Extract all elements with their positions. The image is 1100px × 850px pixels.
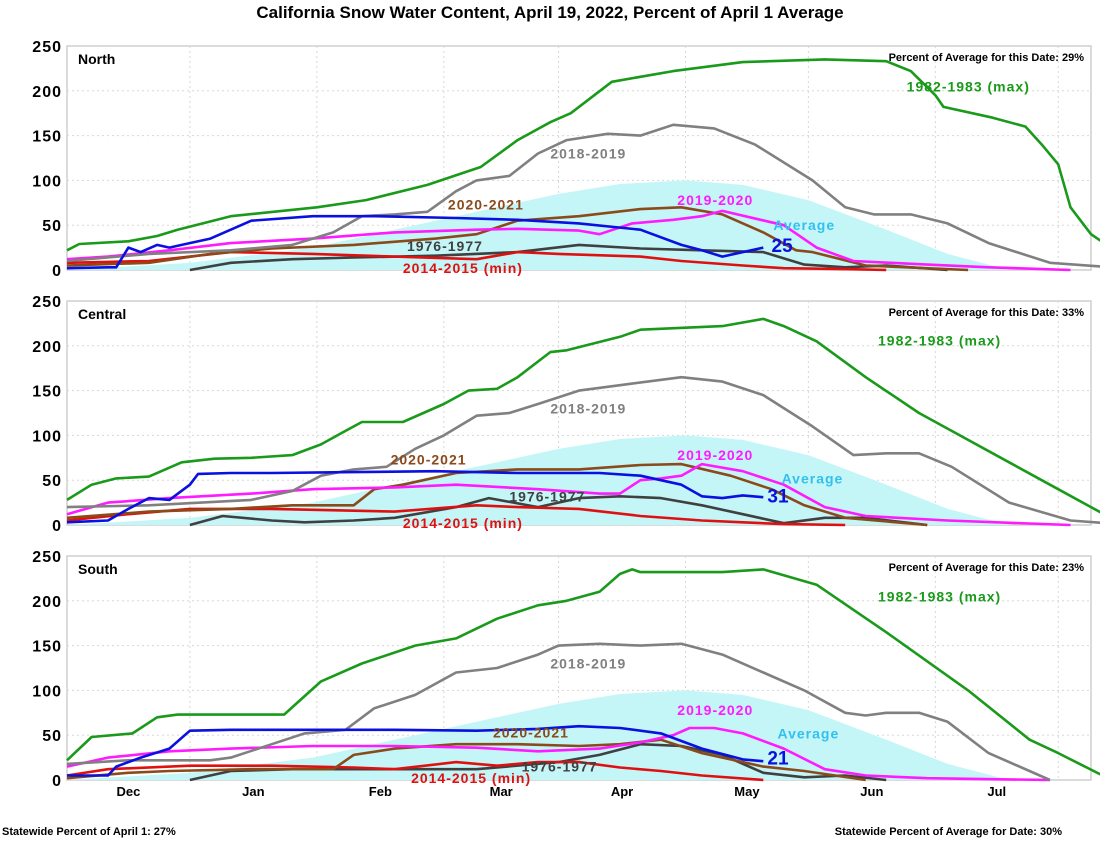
series-line-1982-1983-max- [66,58,1100,252]
x-axis: Dec Jan Feb Mar Apr May Jun Jul [117,784,1007,799]
percent-of-average-text: Percent of Average for this Date: 29% [889,52,1085,64]
y-tick-label: 100 [32,683,62,700]
y-tick-label: 250 [32,294,62,311]
series-label-2018-2019: 2018-2019 [550,401,626,417]
current-value-label: 21 [767,749,789,770]
x-tick-label: Dec [117,784,141,799]
y-tick-label: 150 [32,129,62,146]
series-line-2021-2022 [67,724,764,777]
x-tick-label: Jun [860,784,883,799]
panel-central: 0 50 100 150 200 250 1982-1983 (max) 2018-2019 2… [32,294,1100,535]
y-tick-label: 100 [32,428,62,445]
x-tick-label: Feb [369,784,392,799]
series-line-2018-2019 [66,123,1100,268]
percent-of-average-text: Percent of Average for this Date: 23% [889,562,1085,574]
series-line-2019-2020 [66,726,1051,782]
series-line-2020-2021 [66,738,866,782]
series-label-2019-2020: 2019-2020 [677,447,753,463]
series-label-2014-2015-min-: 2014-2015 (min) [403,515,523,531]
average-area [67,690,1010,780]
series-line-2021-2022 [66,214,764,270]
average-area [67,435,1010,525]
chart-title: California Snow Water Content, April 19,… [256,3,843,22]
y-tick-label: 0 [52,518,62,535]
y-tick-label: 250 [32,549,62,566]
y-tick-label: 200 [32,594,62,611]
footer-statewide-april1: Statewide Percent of April 1: 27% [2,826,176,838]
footer-statewide-average: Statewide Percent of Average for Date: 3… [835,826,1062,838]
y-tick-label: 50 [42,728,62,745]
region-label: South [78,561,118,577]
series-line-1976-1977 [189,494,928,527]
series-line-2019-2020 [66,462,1071,527]
y-tick-label: 200 [32,339,62,356]
x-tick-label: Apr [611,784,633,799]
region-label: Central [78,306,126,322]
series-label-average: Average [778,725,840,741]
percent-of-average-text: Percent of Average for this Date: 33% [889,307,1085,319]
series-line-2014-2015-min- [66,250,887,272]
series-line-1976-1977 [189,243,948,272]
series-label-2018-2019: 2018-2019 [550,146,626,162]
panel-north: 0 50 100 150 200 250 1982-1983 (max) 2018-2019 2… [32,39,1100,280]
series-line-2018-2019 [66,642,1051,782]
y-tick-label: 100 [32,173,62,190]
average-area [67,180,1010,270]
current-value-label: 31 [767,486,789,507]
current-value-label: 25 [772,236,794,257]
series-label-2020-2021: 2020-2021 [391,452,467,468]
series-label-2019-2020: 2019-2020 [677,702,753,718]
panel-south: 0 50 100 150 200 250 1982-1983 (max) 2018-2019 2… [32,549,1100,790]
y-tick-label: 150 [32,639,62,656]
series-label-2020-2021: 2020-2021 [448,197,524,213]
series-line-2021-2022 [66,469,764,524]
y-tick-label: 50 [42,218,62,235]
region-label: North [78,51,115,67]
series-label-1976-1977: 1976-1977 [407,238,483,254]
y-tick-label: 0 [52,773,62,790]
series-line-2020-2021 [66,462,928,527]
series-label-average: Average [773,217,835,233]
series-label-1976-1977: 1976-1977 [522,759,598,775]
y-tick-label: 150 [32,384,62,401]
series-label-2020-2021: 2020-2021 [493,725,569,741]
y-tick-label: 250 [32,39,62,56]
y-tick-label: 50 [42,473,62,490]
series-line-1982-1983-max- [66,317,1100,514]
series-label-average: Average [782,470,844,486]
y-tick-label: 200 [32,84,62,101]
series-label-2014-2015-min-: 2014-2015 (min) [411,770,531,786]
series-line-2019-2020 [66,209,1071,272]
x-tick-label: Mar [490,784,513,799]
series-label-2018-2019: 2018-2019 [550,656,626,672]
y-tick-label: 0 [52,263,62,280]
series-label-2019-2020: 2019-2020 [677,192,753,208]
x-tick-label: Jan [242,784,264,799]
x-tick-label: Jul [987,784,1006,799]
series-line-2020-2021 [66,206,969,272]
series-label-1976-1977: 1976-1977 [509,488,585,504]
series-label-1982-1983-max-: 1982-1983 (max) [878,332,1001,348]
x-tick-label: May [734,784,760,799]
series-label-1982-1983-max-: 1982-1983 (max) [907,78,1030,94]
series-label-1982-1983-max-: 1982-1983 (max) [878,588,1001,604]
series-label-2014-2015-min-: 2014-2015 (min) [403,260,523,276]
series-line-2018-2019 [66,375,1100,524]
series-line-2014-2015-min- [66,760,764,782]
series-line-1982-1983-max- [66,568,1100,776]
